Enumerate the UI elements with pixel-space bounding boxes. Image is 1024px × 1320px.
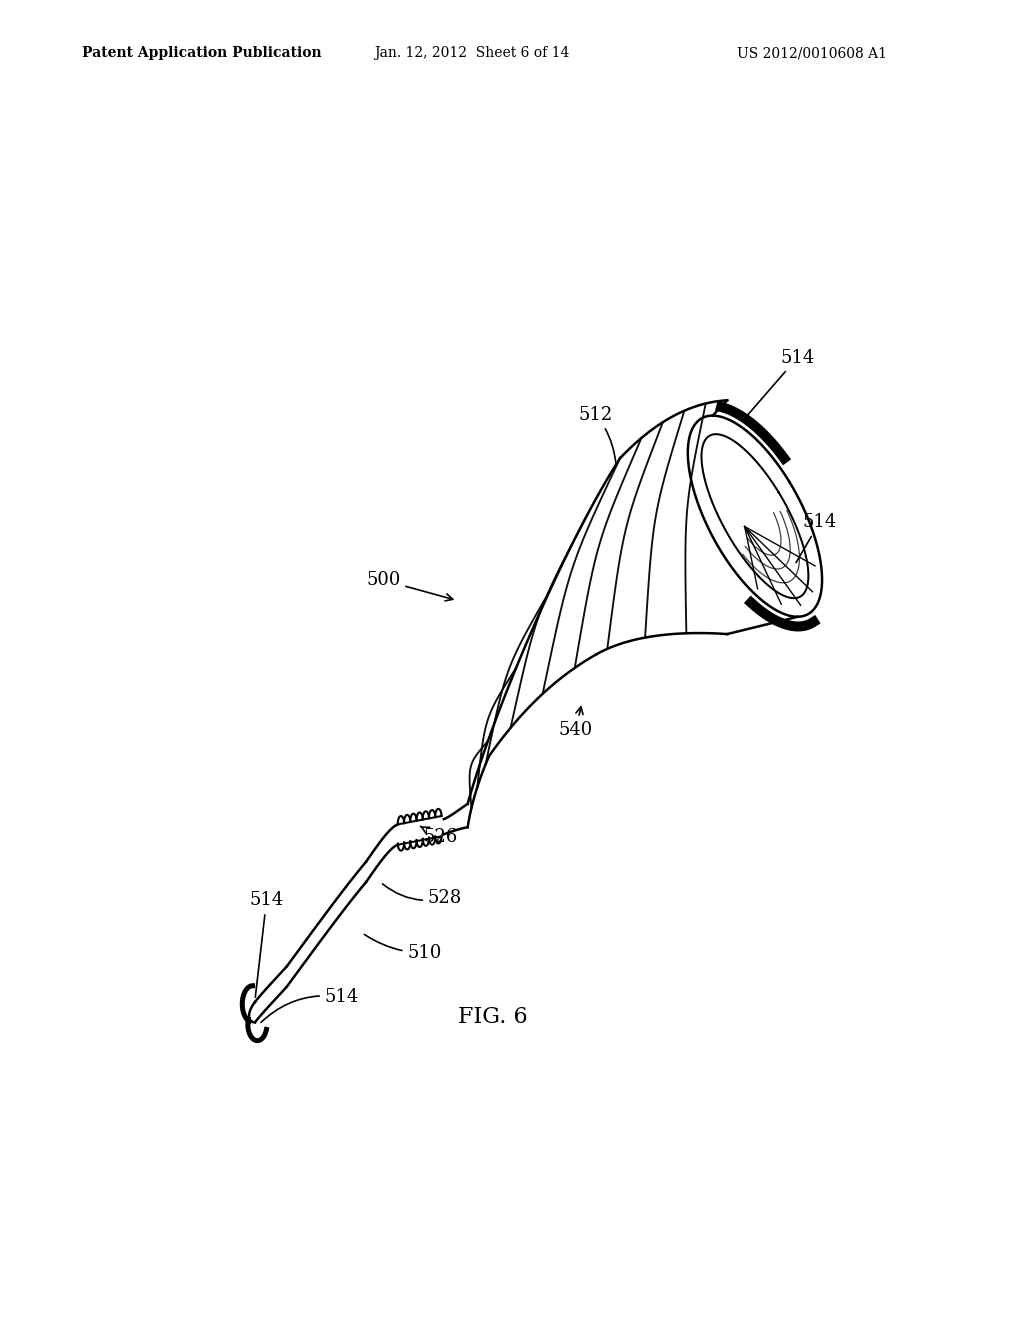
Text: 540: 540 <box>559 706 593 739</box>
Text: 526: 526 <box>421 826 458 846</box>
Text: 514: 514 <box>748 348 814 416</box>
Text: FIG. 6: FIG. 6 <box>459 1006 527 1028</box>
Text: 514: 514 <box>261 987 359 1023</box>
Text: 514: 514 <box>796 513 837 562</box>
Text: Patent Application Publication: Patent Application Publication <box>82 46 322 61</box>
Text: Jan. 12, 2012  Sheet 6 of 14: Jan. 12, 2012 Sheet 6 of 14 <box>374 46 569 61</box>
Text: 500: 500 <box>367 572 453 601</box>
Text: US 2012/0010608 A1: US 2012/0010608 A1 <box>737 46 887 61</box>
Text: 528: 528 <box>383 884 462 907</box>
Text: 510: 510 <box>365 935 441 962</box>
Text: 512: 512 <box>579 405 615 462</box>
Text: 514: 514 <box>250 891 284 997</box>
